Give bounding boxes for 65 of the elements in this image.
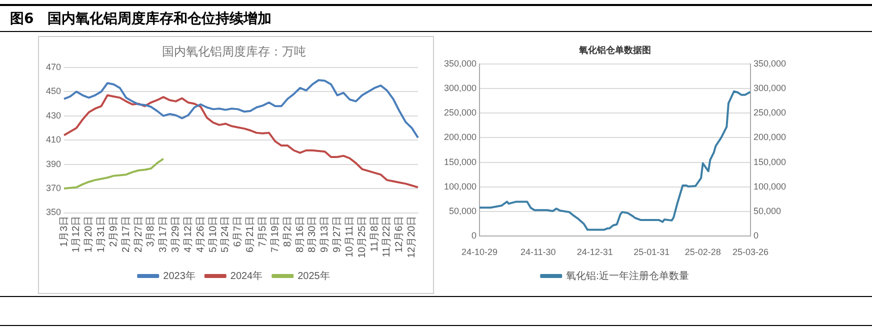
y-tick-label: 0	[472, 230, 477, 241]
x-tick-label: 8月16日	[294, 216, 306, 252]
x-tick-label: 25-01-31	[634, 247, 670, 258]
x-tick-label: 9月13日	[320, 216, 331, 252]
x-tick-label: 8月30日	[307, 216, 318, 252]
y2-tick-label: 300,000	[753, 82, 786, 93]
y2-tick-label: 150,000	[753, 156, 786, 167]
y-tick-label: 370	[46, 183, 62, 194]
y2-tick-label: 100,000	[753, 181, 786, 192]
y-tick-label: 200,000	[444, 132, 477, 142]
y2-tick-label: 250,000	[753, 108, 786, 118]
x-tick-label: 10月11日	[344, 216, 356, 258]
y-tick-label: 300,000	[444, 82, 477, 93]
chart-title: 国内氧化铝周度库存：万吨	[162, 44, 306, 59]
y-tick-label: 390	[46, 158, 62, 169]
y-tick-label: 410	[46, 134, 62, 145]
y2-tick-label: 350,000	[753, 58, 786, 68]
x-tick-label: 3月8日	[146, 216, 157, 247]
y-tick-label: 350	[46, 207, 62, 218]
y-tick-label: 430	[46, 110, 62, 120]
x-tick-label: 24-12-31	[576, 247, 613, 258]
y-tick-label: 250,000	[444, 108, 477, 118]
x-tick-label: 8月2日	[282, 216, 294, 247]
x-tick-label: 3月17日	[158, 216, 170, 252]
legend-label: 2023年	[163, 270, 196, 282]
legend-label: 2025年	[298, 270, 330, 282]
x-tick-label: 2月17日	[120, 216, 132, 252]
x-tick-label: 12月6日	[394, 216, 406, 252]
legend-label: 氧化铝:近一年注册仓单数量	[566, 270, 689, 282]
y-tick-label: 150,000	[444, 156, 477, 167]
legend-label: 2024年	[230, 270, 263, 282]
x-tick-label: 4月12日	[182, 216, 194, 252]
x-tick-label: 5月10日	[208, 216, 219, 252]
x-tick-label: 25-02-28	[684, 247, 721, 258]
x-tick-label: 12月20日	[406, 216, 418, 258]
chart-title: 氧化铝仓单数据图	[578, 44, 651, 55]
caption: 图6 国内氧化铝周度库存和仓位持续增加	[10, 11, 272, 27]
x-tick-label: 25-03-26	[732, 247, 768, 258]
x-tick-label: 1月31日	[96, 216, 108, 252]
x-tick-label: 7月19日	[270, 216, 281, 252]
x-tick-label: 2月9日	[108, 216, 120, 247]
x-tick-label: 1月3日	[58, 216, 70, 247]
y2-tick-label: 200,000	[753, 132, 786, 142]
x-tick-label: 5月24日	[220, 216, 232, 252]
x-tick-label: 11月22日	[382, 216, 393, 258]
x-tick-label: 9月27日	[332, 216, 344, 252]
x-tick-label: 4月26日	[195, 216, 206, 252]
y2-tick-label: 50,000	[753, 206, 781, 216]
y-tick-label: 450	[46, 86, 62, 96]
x-tick-label: 6月21日	[245, 216, 256, 252]
x-tick-label: 6月7日	[232, 216, 244, 247]
y-tick-label: 350,000	[444, 58, 477, 68]
x-tick-label: 24-10-29	[462, 247, 498, 258]
y-tick-label: 100,000	[444, 181, 477, 192]
x-tick-label: 7月5日	[257, 216, 268, 247]
x-tick-label: 10月25日	[356, 216, 368, 258]
x-tick-label: 24-11-30	[520, 247, 556, 258]
x-tick-label: 11月8日	[369, 216, 380, 252]
x-tick-label: 1月12日	[71, 216, 82, 252]
y2-tick-label: 0	[753, 230, 758, 241]
y-tick-label: 470	[46, 62, 62, 72]
x-tick-label: 3月29日	[170, 216, 182, 252]
y-tick-label: 50,000	[449, 206, 477, 216]
x-tick-label: 1月20日	[84, 216, 95, 252]
x-tick-label: 2月27日	[133, 216, 144, 252]
